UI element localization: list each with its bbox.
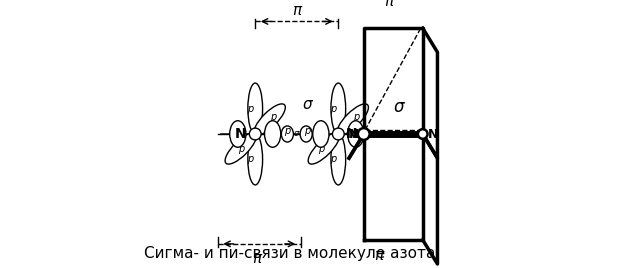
Text: π: π (252, 251, 261, 266)
Text: σ: σ (294, 129, 300, 138)
Circle shape (249, 128, 261, 140)
Ellipse shape (265, 121, 281, 147)
Ellipse shape (225, 133, 256, 164)
Text: N: N (428, 128, 438, 140)
Text: N: N (235, 127, 246, 141)
Ellipse shape (348, 121, 364, 147)
Text: p: p (237, 144, 244, 154)
Text: π: π (384, 0, 394, 9)
Circle shape (358, 128, 369, 140)
Ellipse shape (300, 126, 312, 142)
Text: p: p (283, 126, 290, 136)
Ellipse shape (282, 126, 293, 142)
Ellipse shape (331, 134, 346, 185)
Text: p: p (353, 112, 359, 122)
Circle shape (333, 128, 344, 140)
Ellipse shape (248, 83, 262, 134)
Text: π: π (292, 3, 302, 18)
Ellipse shape (308, 133, 340, 164)
Ellipse shape (337, 104, 368, 135)
Text: N: N (346, 127, 358, 141)
Ellipse shape (313, 121, 329, 147)
Text: σ: σ (303, 97, 312, 112)
Text: Сигма- и пи-связи в молекуле азота: Сигма- и пи-связи в молекуле азота (145, 246, 435, 261)
Text: N: N (348, 128, 359, 140)
Text: p: p (318, 144, 324, 154)
Ellipse shape (331, 83, 346, 134)
Ellipse shape (254, 104, 285, 135)
Circle shape (418, 129, 427, 139)
Text: p: p (247, 154, 254, 165)
Text: π: π (374, 248, 383, 263)
Text: p: p (330, 103, 336, 114)
Ellipse shape (230, 121, 246, 147)
Text: p: p (330, 154, 336, 165)
Text: p: p (303, 126, 310, 136)
Ellipse shape (248, 134, 262, 185)
Text: σ: σ (393, 98, 404, 116)
Text: p: p (270, 112, 276, 122)
Text: p: p (247, 103, 254, 114)
